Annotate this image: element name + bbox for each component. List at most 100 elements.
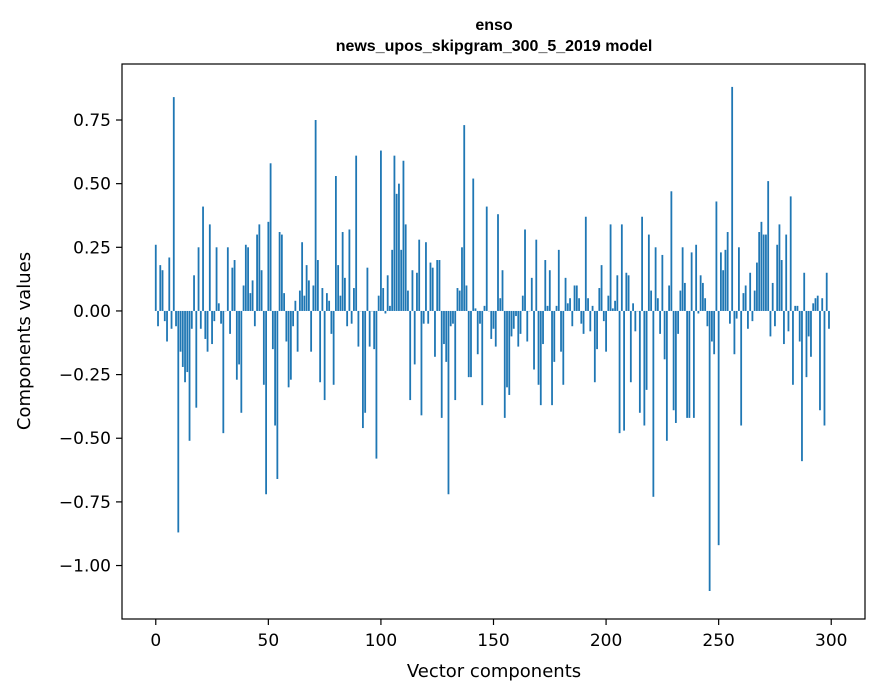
- bar-155: [503, 310, 506, 418]
- bar-217: [643, 310, 646, 426]
- bar-118: [420, 310, 423, 416]
- bar-221: [652, 310, 655, 497]
- bar-236: [686, 310, 689, 418]
- bar-41: [247, 247, 249, 311]
- y-tick-label: −0.75: [59, 493, 111, 513]
- bar-263: [747, 310, 749, 329]
- bar-298: [825, 272, 828, 311]
- bar-247: [711, 310, 713, 342]
- bar-168: [533, 310, 535, 370]
- bar-231: [674, 310, 677, 423]
- bar-104: [389, 305, 391, 311]
- bar-74: [321, 288, 324, 311]
- bar-89: [355, 155, 358, 311]
- bar-175: [548, 270, 551, 311]
- bar-202: [609, 224, 612, 311]
- bar-256: [731, 86, 734, 311]
- bar-121: [427, 310, 430, 324]
- bar-146: [483, 305, 486, 311]
- bar-17: [193, 275, 195, 311]
- bar-138: [465, 285, 468, 311]
- bar-255: [729, 310, 731, 324]
- y-tick-label: −1.00: [59, 557, 111, 577]
- bar-142: [474, 308, 477, 311]
- bar-125: [436, 260, 439, 311]
- bar-272: [767, 181, 770, 311]
- bar-218: [645, 310, 648, 390]
- bar-186: [573, 285, 576, 311]
- bar-169: [535, 239, 538, 311]
- bar-286: [798, 310, 801, 342]
- x-tick-label: 50: [258, 631, 280, 651]
- bar-134: [456, 288, 459, 311]
- bar-192: [587, 298, 589, 311]
- bar-239: [692, 310, 695, 418]
- bar-277: [778, 224, 781, 311]
- bar-88: [353, 288, 355, 311]
- bar-220: [650, 290, 653, 311]
- bar-224: [659, 310, 662, 334]
- bar-49: [265, 310, 267, 495]
- bar-242: [699, 275, 702, 311]
- bar-54: [276, 310, 279, 479]
- bar-62: [294, 300, 297, 311]
- bar-264: [749, 272, 752, 311]
- bar-122: [429, 262, 432, 311]
- bar-38: [240, 310, 243, 413]
- bar-250: [717, 310, 720, 546]
- bar-5: [166, 310, 168, 342]
- y-axis: −1.00 −0.75 −0.50 −0.25 0.00 0.25 0.50 0.75: [59, 111, 122, 577]
- bar-103: [386, 275, 389, 311]
- bar-8: [172, 97, 175, 311]
- bar-129: [445, 310, 448, 362]
- bar-232: [677, 310, 680, 334]
- x-tick-label: 0: [150, 631, 161, 651]
- plot-frame: [121, 63, 866, 620]
- bar-83: [341, 232, 344, 311]
- bar-216: [641, 216, 643, 311]
- bar-106: [393, 155, 396, 311]
- bar-270: [762, 234, 765, 311]
- bar-268: [758, 232, 761, 311]
- bar-32: [226, 247, 229, 311]
- bar-137: [463, 125, 466, 311]
- bar-280: [785, 234, 788, 311]
- bar-162: [519, 310, 522, 334]
- bar-196: [596, 310, 598, 350]
- bar-159: [512, 310, 515, 329]
- bar-42: [249, 293, 252, 311]
- y-tick-label: −0.25: [59, 366, 111, 386]
- bar-70: [312, 285, 315, 311]
- bar-165: [526, 310, 529, 342]
- bar-294: [816, 295, 819, 311]
- y-tick-label: 0.50: [73, 175, 111, 195]
- bar-77: [328, 300, 331, 311]
- bar-229: [670, 191, 673, 311]
- bar-69: [310, 310, 313, 352]
- bar-147: [485, 206, 488, 311]
- y-axis-label: Components values: [14, 252, 35, 430]
- bar-102: [384, 310, 387, 314]
- bar-288: [803, 272, 806, 311]
- x-tick-label: 250: [702, 631, 734, 651]
- bar-116: [416, 272, 418, 311]
- bar-223: [656, 298, 659, 311]
- bar-208: [623, 310, 625, 431]
- bar-181: [562, 310, 565, 385]
- bar-114: [411, 270, 414, 311]
- bar-48: [262, 310, 265, 385]
- bar-260: [740, 310, 743, 426]
- bar-291: [810, 310, 812, 357]
- bar-274: [771, 282, 774, 311]
- bar-130: [447, 310, 450, 495]
- bar-241: [697, 310, 700, 314]
- bar-46: [258, 224, 261, 311]
- bar-276: [776, 244, 779, 311]
- bar-143: [476, 310, 479, 355]
- bar-140: [470, 310, 472, 378]
- bar-15: [188, 310, 191, 441]
- bar-123: [431, 267, 434, 311]
- bar-76: [325, 293, 328, 311]
- bar-128: [443, 310, 445, 345]
- bar-271: [765, 234, 767, 311]
